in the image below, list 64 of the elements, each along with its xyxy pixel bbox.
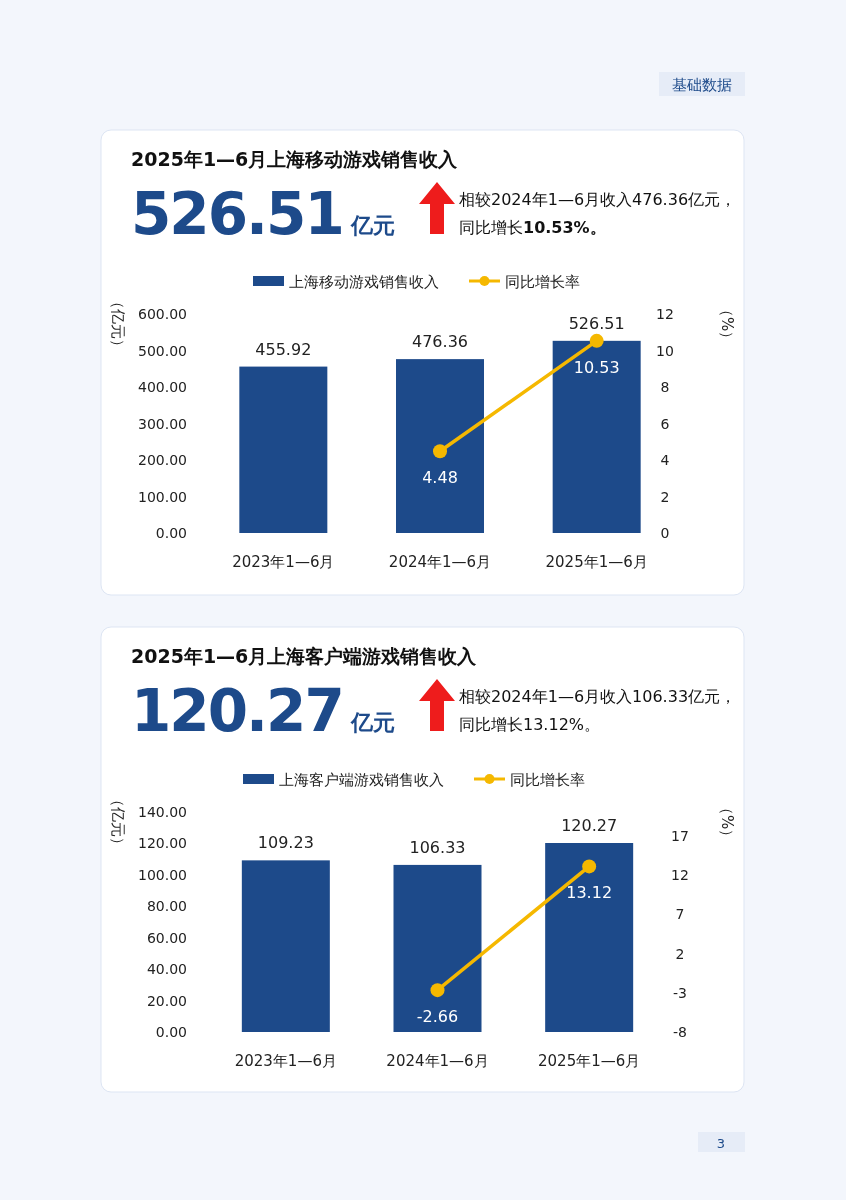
data-label: 526.51 bbox=[568, 313, 625, 333]
legend-label: 上海移动游戏销售收入 bbox=[289, 273, 439, 291]
text: 526.51 bbox=[131, 180, 343, 248]
y-axis-title: （亿元） bbox=[109, 792, 127, 852]
y2-tick-label: 6 bbox=[660, 415, 670, 432]
legend-label: 同比增长率 bbox=[510, 771, 585, 789]
data-label: 476.36 bbox=[412, 332, 468, 352]
y2-tick-label: -3 bbox=[673, 984, 687, 1001]
y2-axis-title: （%） bbox=[718, 800, 736, 845]
y-tick-label: 400.00 bbox=[138, 379, 187, 395]
y2-tick-label: 12 bbox=[671, 867, 689, 884]
x-tick-label: 2024年1—6月 bbox=[386, 1052, 489, 1070]
y-tick-label: 200.00 bbox=[138, 452, 187, 468]
x-tick-label: 2024年1—6月 bbox=[388, 553, 492, 571]
y-tick-label: 80.00 bbox=[146, 898, 187, 915]
data-label: 109.23 bbox=[257, 833, 314, 853]
text: 亿元 bbox=[349, 213, 395, 238]
y-tick-label: 300.00 bbox=[138, 415, 187, 432]
y2-tick-label: 4 bbox=[660, 452, 670, 468]
y-tick-label: 20.00 bbox=[146, 992, 187, 1009]
x-tick-label: 2025年1—6月 bbox=[538, 1052, 641, 1070]
data-label: 120.27 bbox=[561, 816, 618, 835]
text: 相较2024年1—6月收入476.36亿元， bbox=[459, 190, 737, 209]
chart-title: 2025年1—6月上海移动游戏销售收入 bbox=[131, 148, 459, 170]
x-tick-label: 2023年1—6月 bbox=[234, 1052, 337, 1070]
y2-tick-label: 2 bbox=[675, 945, 685, 962]
legend-label: 同比增长率 bbox=[505, 273, 580, 291]
data-label: 455.92 bbox=[255, 339, 312, 359]
x-tick-label: 2023年1—6月 bbox=[232, 553, 335, 571]
y2-tick-label: -8 bbox=[673, 1024, 687, 1040]
data-label: -2.66 bbox=[416, 1007, 459, 1027]
y2-tick-label: 0 bbox=[660, 525, 670, 541]
text: 基础数据 bbox=[672, 76, 732, 94]
y-tick-label: 40.00 bbox=[146, 961, 187, 978]
y-tick-label: 140.00 bbox=[138, 804, 187, 820]
text: 3 bbox=[716, 1136, 726, 1151]
y-tick-label: 0.00 bbox=[155, 1024, 187, 1040]
x-tick-label: 2025年1—6月 bbox=[545, 553, 648, 571]
y-tick-label: 100.00 bbox=[138, 866, 187, 883]
y-tick-label: 100.00 bbox=[138, 488, 187, 505]
legend-label: 上海客户端游戏销售收入 bbox=[279, 771, 444, 789]
y2-tick-label: 8 bbox=[660, 379, 670, 395]
y2-tick-label: 7 bbox=[675, 906, 685, 923]
y2-tick-label: 10 bbox=[656, 342, 674, 359]
y-axis-title: （亿元） bbox=[109, 294, 127, 354]
y2-tick-label: 2 bbox=[660, 488, 670, 505]
text: 相较2024年1—6月收入106.33亿元， bbox=[459, 687, 737, 706]
y2-tick-label: 12 bbox=[656, 306, 674, 322]
data-label: 4.48 bbox=[422, 468, 458, 488]
data-label: 13.12 bbox=[566, 883, 613, 903]
data-label: 106.33 bbox=[409, 837, 466, 857]
y-tick-label: 500.00 bbox=[138, 342, 187, 359]
text: 亿元 bbox=[349, 710, 395, 735]
text: 同比增长10.53%。 bbox=[459, 218, 606, 237]
text: 120.27 bbox=[131, 677, 343, 745]
chart-title: 2025年1—6月上海客户端游戏销售收入 bbox=[131, 645, 478, 667]
y-tick-label: 0.00 bbox=[155, 525, 187, 541]
y-tick-label: 600.00 bbox=[138, 306, 187, 322]
text: 同比增长13.12%。 bbox=[459, 715, 601, 734]
data-label: 10.53 bbox=[573, 357, 620, 377]
y-tick-label: 120.00 bbox=[138, 835, 187, 852]
y2-axis-title: （%） bbox=[718, 302, 736, 347]
y-tick-label: 60.00 bbox=[146, 929, 187, 946]
y2-tick-label: 17 bbox=[671, 828, 689, 844]
